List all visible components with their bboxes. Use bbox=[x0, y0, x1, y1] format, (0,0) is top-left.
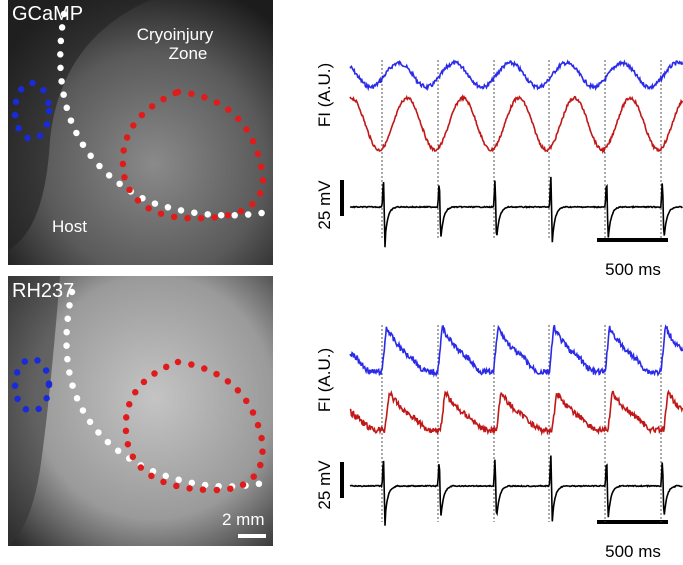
page: GCaMP Cryoinjury Zone Host RH237 2 mm FI… bbox=[0, 0, 683, 565]
voltage-label: 25 mV bbox=[315, 180, 334, 230]
fi-label: FI (A.U.) bbox=[315, 348, 334, 412]
zone-label: Cryoinjury bbox=[137, 25, 214, 44]
scale-label: 2 mm bbox=[222, 510, 265, 529]
image-label: RH237 bbox=[12, 280, 74, 302]
fi-label: FI (A.U.) bbox=[315, 63, 334, 127]
blue-trace bbox=[350, 325, 683, 375]
zone-label: Zone bbox=[169, 44, 208, 63]
voltage-trace bbox=[350, 456, 683, 526]
blue-trace bbox=[350, 61, 683, 89]
figure: GCaMP Cryoinjury Zone Host RH237 2 mm FI… bbox=[0, 0, 683, 565]
voltage-label: 25 mV bbox=[315, 460, 334, 510]
image-label: GCaMP bbox=[12, 3, 83, 25]
red-trace bbox=[350, 392, 683, 433]
time-label: 500 ms bbox=[605, 260, 661, 279]
red-trace bbox=[350, 97, 683, 152]
time-label: 500 ms bbox=[605, 542, 661, 561]
voltage-trace bbox=[350, 177, 683, 247]
host-label: Host bbox=[52, 217, 87, 236]
